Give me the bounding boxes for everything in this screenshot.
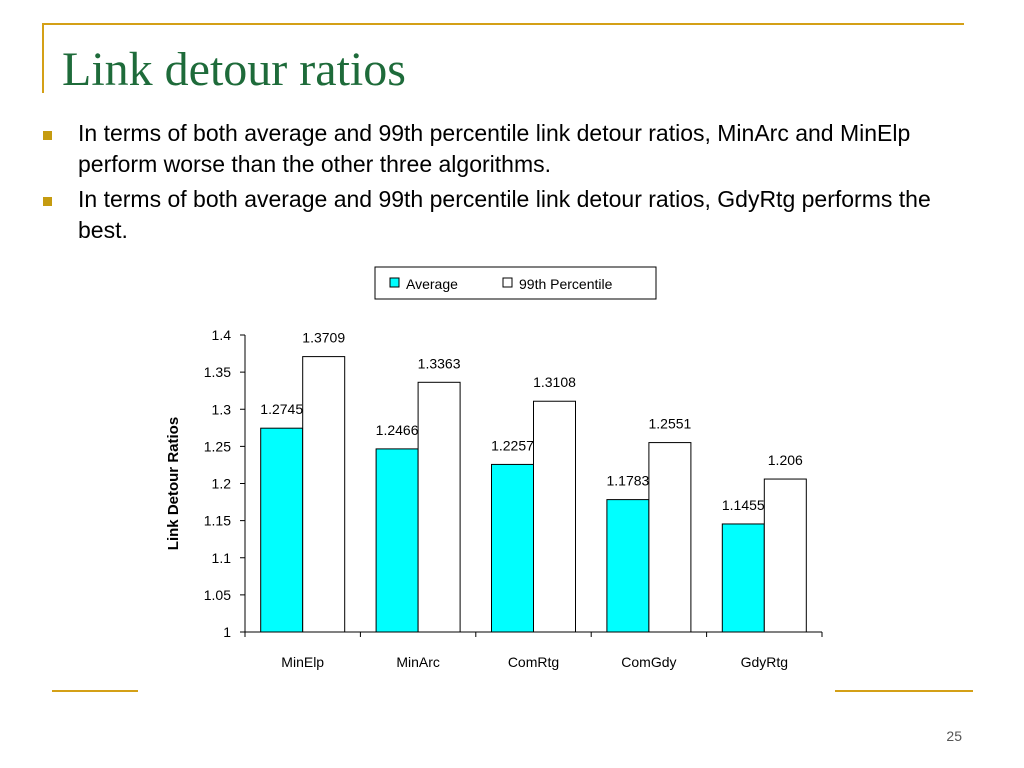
y-tick-label: 1 xyxy=(223,624,231,640)
x-tick-label: MinElp xyxy=(281,654,324,670)
legend-percentile-label: 99th Percentile xyxy=(519,276,613,292)
frame-left-rule xyxy=(42,23,44,93)
percentile-bar xyxy=(302,356,346,633)
legend-average-swatch xyxy=(389,277,400,288)
bullet-text: In terms of both average and 99th percen… xyxy=(78,186,931,243)
bullet-item: In terms of both average and 99th percen… xyxy=(40,184,980,246)
average-bar xyxy=(260,427,304,633)
legend-box xyxy=(374,266,657,300)
y-tick-label: 1.1 xyxy=(212,550,232,566)
percentile-data-label: 1.3363 xyxy=(418,355,461,371)
average-data-label: 1.2745 xyxy=(260,401,303,417)
square-bullet-icon xyxy=(43,197,52,206)
page-number: 25 xyxy=(946,728,962,744)
slide-title: Link detour ratios xyxy=(62,43,406,96)
y-tick-label: 1.2 xyxy=(212,476,232,492)
y-tick-label: 1.3 xyxy=(212,401,232,417)
y-tick-label: 1.35 xyxy=(204,364,231,380)
bullet-text: In terms of both average and 99th percen… xyxy=(78,120,911,177)
footer-rule-left xyxy=(52,690,138,692)
square-bullet-icon xyxy=(43,131,52,140)
average-bar xyxy=(606,499,650,633)
average-bar xyxy=(721,523,765,633)
percentile-bar xyxy=(648,442,692,633)
percentile-bar xyxy=(417,381,461,633)
y-tick-label: 1.15 xyxy=(204,513,231,529)
average-data-label: 1.1783 xyxy=(606,473,649,489)
average-data-label: 1.2257 xyxy=(491,437,534,453)
percentile-data-label: 1.2551 xyxy=(648,416,691,432)
footer-rule-right xyxy=(835,690,973,692)
y-tick-label: 1.05 xyxy=(204,587,231,603)
legend-percentile-swatch xyxy=(502,277,513,288)
y-axis-title: Link Detour Ratios xyxy=(165,417,182,550)
bullet-item: In terms of both average and 99th percen… xyxy=(40,118,980,180)
percentile-bar xyxy=(533,400,576,633)
percentile-data-label: 1.3108 xyxy=(533,374,576,390)
frame-top-rule xyxy=(42,23,964,25)
average-data-label: 1.2466 xyxy=(376,422,419,438)
average-data-label: 1.1455 xyxy=(722,497,765,513)
x-tick-label: MinArc xyxy=(396,654,440,670)
x-tick-label: GdyRtg xyxy=(741,654,788,670)
y-tick-label: 1.4 xyxy=(212,327,232,343)
average-bar xyxy=(491,463,534,633)
percentile-data-label: 1.206 xyxy=(768,452,803,468)
bullet-list: In terms of both average and 99th percen… xyxy=(40,118,980,250)
x-tick-label: ComGdy xyxy=(621,654,676,670)
percentile-bar xyxy=(763,478,807,633)
legend-average-label: Average xyxy=(406,276,458,292)
average-bar xyxy=(375,448,419,633)
x-tick-label: ComRtg xyxy=(508,654,559,670)
y-tick-label: 1.25 xyxy=(204,438,231,454)
percentile-data-label: 1.3709 xyxy=(302,330,345,346)
